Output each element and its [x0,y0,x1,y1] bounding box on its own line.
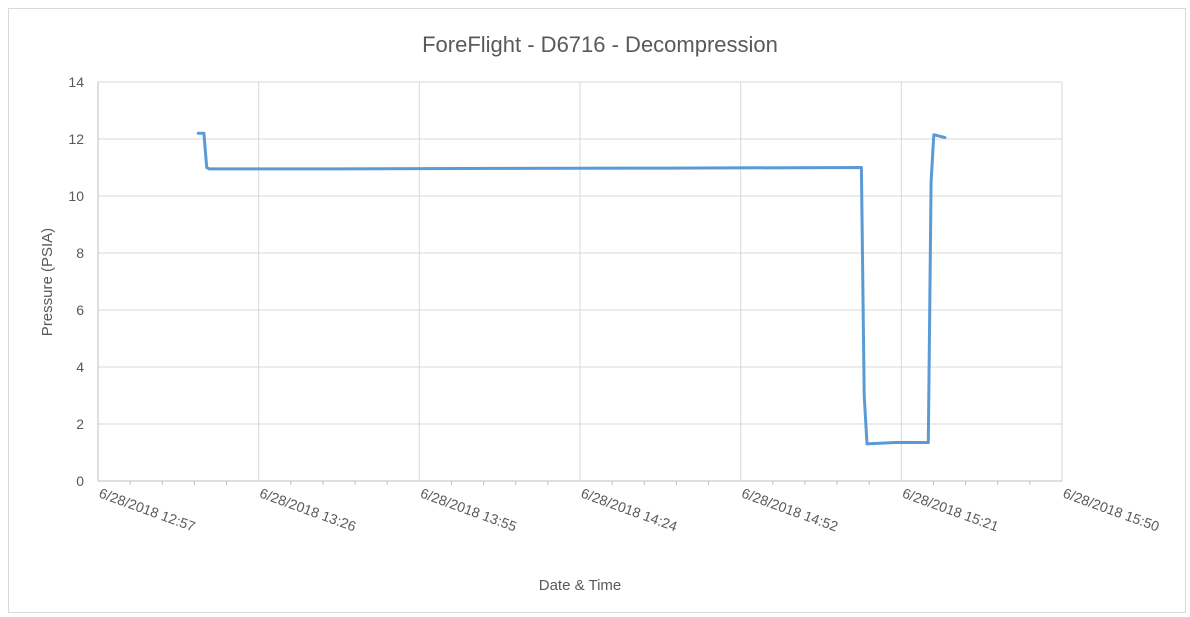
y-tick-label: 8 [76,245,84,261]
y-tick-label: 12 [68,131,84,147]
x-tick-label: 6/28/2018 15:50 [1061,485,1162,535]
y-tick-label: 0 [76,473,84,489]
x-tick-label: 6/28/2018 14:24 [579,485,680,535]
y-tick-label: 14 [68,74,84,90]
x-axis-title: Date & Time [539,577,622,594]
chart-title: ForeFlight - D6716 - Decompression [422,32,778,57]
x-tick-label: 6/28/2018 13:55 [418,485,519,535]
x-tick-label: 6/28/2018 15:21 [900,485,1001,535]
grid-layer [98,81,1063,481]
y-tick-label: 6 [76,302,84,318]
y-tick-label: 4 [76,359,84,375]
axis-layer [97,82,1062,485]
pressure-series-line [196,131,947,446]
x-tick-label: 6/28/2018 12:57 [97,485,198,535]
y-tick-label: 2 [76,416,84,432]
y-tick-label: 10 [68,188,84,204]
x-tick-label: 6/28/2018 14:52 [740,485,841,535]
y-axis-title: Pressure (PSIA) [39,228,56,336]
label-layer: 0 2 4 6 8 10 12 14 6/28/2018 12:57 6/28/2018 13:2… [68,74,1161,535]
series-layer [196,131,947,446]
x-tick-label: 6/28/2018 13:26 [258,485,359,535]
